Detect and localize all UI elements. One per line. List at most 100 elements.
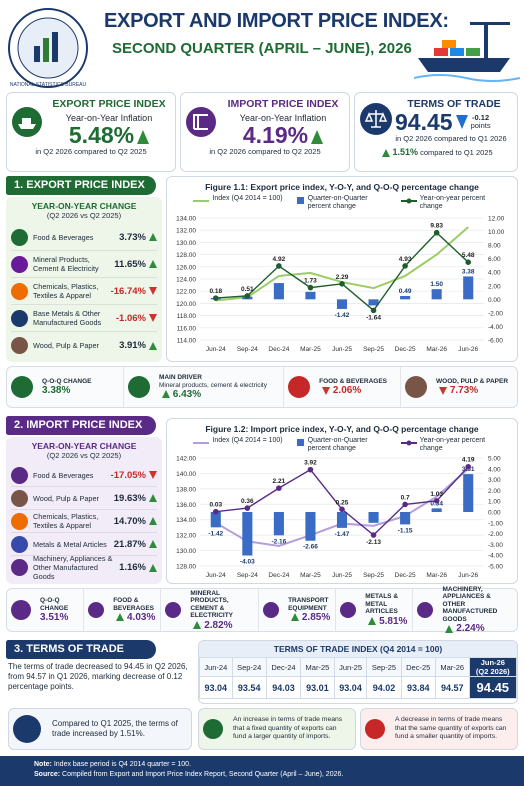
table-header: Mar-25 xyxy=(300,657,335,677)
decoration xyxy=(442,40,456,48)
decoration xyxy=(466,48,480,56)
kpi-value: 5.48% xyxy=(68,122,135,148)
decoration: FOOD & BEVERAGES 4.03% xyxy=(113,597,156,623)
table-value: 93.01 xyxy=(300,676,335,699)
trend-arrow xyxy=(149,341,157,350)
item-label: Metals & Metal Articles xyxy=(33,539,107,549)
decoration xyxy=(418,58,510,72)
data-label: -1.47 xyxy=(335,531,350,538)
icon xyxy=(263,602,280,618)
data-label: 3.38 xyxy=(462,268,475,275)
highlight-value: 2.06% xyxy=(332,385,362,397)
kpi-card: EXPORT PRICE INDEX Year-on-Year Inflatio… xyxy=(6,92,176,172)
kpi-card: TERMS OF TRADE 94.45 -0.12 points in Q2 2… xyxy=(354,92,518,172)
icon xyxy=(11,228,28,246)
icon xyxy=(288,376,311,398)
highlight-label: WOOD, PULP & PAPER xyxy=(436,377,509,385)
highlight-label: MAIN DRIVER xyxy=(158,374,202,381)
kpi-change-unit: points xyxy=(470,121,491,130)
data-label: 5.48 xyxy=(462,252,475,259)
decoration: 2.06% xyxy=(319,385,387,396)
decoration: 93.04 93.54 94.03 93.01 93.04 94.02 93.84 94.57… xyxy=(199,676,517,699)
terms-compare-box: Compared to Q1 2025, the terms of trade … xyxy=(8,708,192,750)
icon xyxy=(13,715,41,743)
decoration xyxy=(296,197,304,204)
footer-note: Index base period is Q4 2014 quarter = 1… xyxy=(53,761,192,768)
trend-arrow xyxy=(137,129,150,144)
trend-arrow xyxy=(322,386,331,395)
kpi-note: in Q2 2026 compared to Q2 2025 xyxy=(35,147,147,156)
x-tick-label: Jun-24 xyxy=(206,572,226,579)
marker xyxy=(465,259,472,265)
title: EXPORT AND IMPORT PRICE INDEX: xyxy=(104,10,449,32)
item-label: Wood, Pulp & Paper xyxy=(33,493,99,503)
trend-arrow xyxy=(149,494,157,502)
icon xyxy=(360,103,392,135)
x-tick-label: Sep-25 xyxy=(363,572,384,579)
header-text: Dec-24 xyxy=(271,662,296,672)
decoration: 4.03% xyxy=(113,612,156,623)
y-tick-label: 120.00 xyxy=(176,301,196,308)
decoration xyxy=(470,22,510,25)
decoration xyxy=(186,107,216,137)
bar xyxy=(336,512,348,528)
decoration xyxy=(450,48,464,56)
icon xyxy=(11,489,28,507)
logo-text: NATIONAL STATISTICS BUREAU xyxy=(10,82,87,88)
bar xyxy=(336,299,348,309)
table-header: Mar-26 xyxy=(434,657,470,677)
icon xyxy=(340,602,357,618)
legend-swatch xyxy=(296,197,304,204)
y-tick-label: 132.00 xyxy=(176,533,196,540)
data-label: 0.25 xyxy=(336,499,349,506)
decoration: WOOD, PULP & PAPER 7.73% xyxy=(436,378,508,397)
marker xyxy=(307,466,314,473)
x-tick-label: Mar-25 xyxy=(300,572,321,579)
trend-arrow xyxy=(291,613,300,622)
marker xyxy=(212,295,219,301)
bar xyxy=(305,291,316,300)
highlight-value: 4.03% xyxy=(126,612,156,623)
y2-tick-label: 8.00 xyxy=(488,243,501,250)
data-label: 9.83 xyxy=(430,223,443,230)
decoration: Chemicals, Plastics, Textiles & Apparel 1… xyxy=(11,510,157,533)
decoration: FOOD & BEVERAGES 2.06% xyxy=(284,367,402,407)
bar xyxy=(463,276,474,300)
item-value: 3.91% xyxy=(119,340,146,351)
section-heading: 1. EXPORT PRICE INDEX xyxy=(6,176,156,195)
y2-tick-label: 6.00 xyxy=(488,256,501,263)
trend-arrow xyxy=(116,613,125,622)
item-value: 21.87% xyxy=(113,538,146,550)
highlight-value: 2.24% xyxy=(456,623,485,635)
marker xyxy=(433,498,440,504)
highlight-label: FOOD & BEVERAGES xyxy=(319,377,387,385)
legend-swatch xyxy=(193,200,210,202)
terms-text: The terms of trade decreased to 94.45 in… xyxy=(8,662,188,691)
y2-tick-label: 1.00 xyxy=(488,499,501,506)
y2-tick-label: -4.00 xyxy=(488,553,503,560)
data-label: 3.51 xyxy=(462,466,475,473)
trend-arrow xyxy=(368,617,377,626)
chart-title: Figure 1.1: Export price index, Y-O-Y, a… xyxy=(205,182,479,192)
item-label: Base Metals & Other Manufactured Goods xyxy=(33,309,102,327)
icon xyxy=(186,107,216,137)
x-tick-label: Dec-25 xyxy=(395,572,416,579)
decoration xyxy=(34,46,40,62)
list-title: YEAR-ON-YEAR CHANGE xyxy=(31,441,137,451)
footer-source: Compiled from Export and Import Price In… xyxy=(62,771,344,778)
note-box: A decrease in terms of trade means that … xyxy=(360,708,518,750)
decoration: -0.12 points xyxy=(471,114,491,130)
decoration xyxy=(434,48,448,56)
x-tick-label: Sep-24 xyxy=(237,572,258,579)
data-label: 3.92 xyxy=(304,460,317,467)
y2-tick-label: 3.00 xyxy=(488,477,501,484)
header-text: Mar-25 xyxy=(305,662,330,672)
data-label: 1.73 xyxy=(304,278,317,285)
chart: 114.00 116.00 118.00 120.00 122.00 124.00 126.… xyxy=(176,216,505,354)
decoration: Source: Compiled from Export and Import … xyxy=(34,770,516,780)
decoration xyxy=(193,114,208,130)
decoration: Machinery, Appliances & Other Manufactur… xyxy=(11,554,157,581)
bar xyxy=(463,474,474,512)
legend-label: Index (Q4 2014 = 100) xyxy=(212,195,283,202)
